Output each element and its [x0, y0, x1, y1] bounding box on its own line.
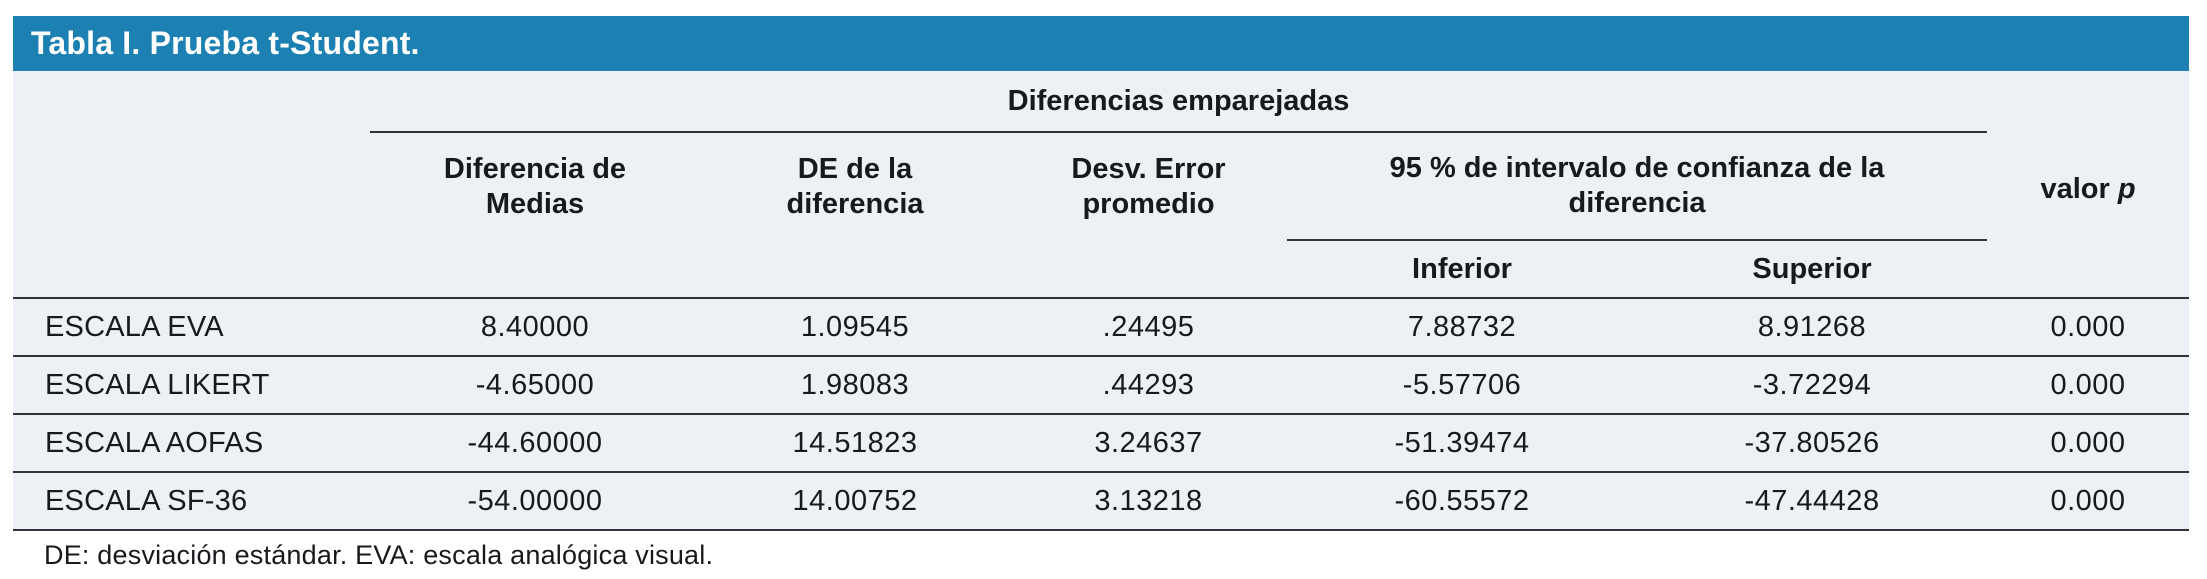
table-title-bar: Tabla I. Prueba t-Student.	[13, 16, 2189, 71]
table-title: Tabla I. Prueba t-Student.	[31, 25, 420, 61]
column-header-std-error: Desv. Error promedio	[1010, 132, 1287, 240]
cell-p-value: 0.000	[1987, 471, 2190, 531]
cell-ci-lower: -5.57706	[1287, 355, 1637, 414]
row-label: ESCALA AOFAS	[13, 413, 370, 472]
p-symbol: p	[2117, 173, 2136, 205]
column-header-confidence-interval: 95 % de intervalo de confianza de la dif…	[1287, 132, 1988, 241]
table-panel: Tabla I. Prueba t-Student. Diferencias e…	[13, 16, 2190, 531]
cell-mean-diff: -44.60000	[370, 413, 700, 472]
cell-sd: 1.98083	[700, 355, 1010, 414]
cell-ci-upper: -3.72294	[1637, 355, 1988, 414]
column-header-line: DE de la	[797, 152, 913, 185]
column-header-ci-lower: Inferior	[1412, 252, 1512, 285]
cell-sd: 14.51823	[700, 413, 1010, 472]
cell-std-error: .24495	[1010, 297, 1287, 356]
column-header-p-value: valor p	[1987, 132, 2189, 298]
cell-sd: 1.09545	[700, 297, 1010, 356]
table-row: ESCALA SF-36 -54.00000 14.00752 3.13218 …	[13, 471, 2190, 531]
t-student-table: Diferencias emparejadas Diferencia de Me…	[13, 71, 2190, 531]
cell-mean-diff: -4.65000	[370, 355, 700, 414]
cell-ci-lower: -51.39474	[1287, 413, 1637, 472]
spacer-cell	[1987, 71, 2189, 132]
column-header-line: 95 % de intervalo de confianza de la	[1389, 152, 1885, 185]
column-header-line: diferencia	[786, 187, 924, 220]
cell-mean-diff: -54.00000	[370, 471, 700, 531]
column-header-mean-diff: Diferencia de Medias	[370, 132, 700, 240]
column-header-sd: DE de la diferencia	[700, 132, 1010, 240]
cell-ci-upper: 8.91268	[1637, 297, 1988, 356]
table-row: ESCALA LIKERT -4.65000 1.98083 .44293 -5…	[13, 355, 2190, 414]
cell-std-error: 3.13218	[1010, 471, 1287, 531]
cell-mean-diff: 8.40000	[370, 297, 700, 356]
table-row: ESCALA AOFAS -44.60000 14.51823 3.24637 …	[13, 413, 2190, 472]
table-row: ESCALA EVA 8.40000 1.09545 .24495 7.8873…	[13, 297, 2190, 356]
cell-std-error: .44293	[1010, 355, 1287, 414]
group-header-diferencias: Diferencias emparejadas	[370, 71, 1988, 133]
row-label: ESCALA EVA	[13, 297, 370, 356]
spacer-cell	[370, 240, 700, 298]
column-header-line: Desv. Error	[1071, 152, 1226, 185]
cell-p-value: 0.000	[1987, 355, 2190, 414]
p-header-text: valor	[2040, 173, 2110, 205]
spacer-cell	[13, 240, 370, 298]
main-header-row: Diferencia de Medias DE de la diferencia…	[13, 132, 2189, 241]
column-header-line: Medias	[485, 187, 585, 220]
spacer-cell	[1010, 240, 1287, 298]
cell-ci-upper: -37.80526	[1637, 413, 1988, 472]
sub-header-row: Inferior Superior	[13, 240, 2189, 298]
cell-p-value: 0.000	[1987, 297, 2190, 356]
cell-ci-upper: -47.44428	[1637, 471, 1988, 531]
spacer-cell	[700, 240, 1010, 298]
cell-p-value: 0.000	[1987, 413, 2190, 472]
column-header-ci-upper: Superior	[1752, 252, 1872, 285]
column-header-line: Diferencia de	[443, 152, 627, 185]
cell-ci-lower: 7.88732	[1287, 297, 1637, 356]
cell-sd: 14.00752	[700, 471, 1010, 531]
row-label: ESCALA LIKERT	[13, 355, 370, 414]
column-header-line: promedio	[1082, 187, 1215, 220]
spacer-cell	[13, 132, 370, 240]
column-header-line: diferencia	[1568, 187, 1706, 219]
cell-std-error: 3.24637	[1010, 413, 1287, 472]
spacer-cell	[13, 71, 370, 132]
group-header-row: Diferencias emparejadas	[13, 71, 2189, 133]
cell-ci-lower: -60.55572	[1287, 471, 1637, 531]
table-footnote: DE: desviación estándar. EVA: escala ana…	[44, 540, 714, 570]
row-label: ESCALA SF-36	[13, 471, 370, 531]
